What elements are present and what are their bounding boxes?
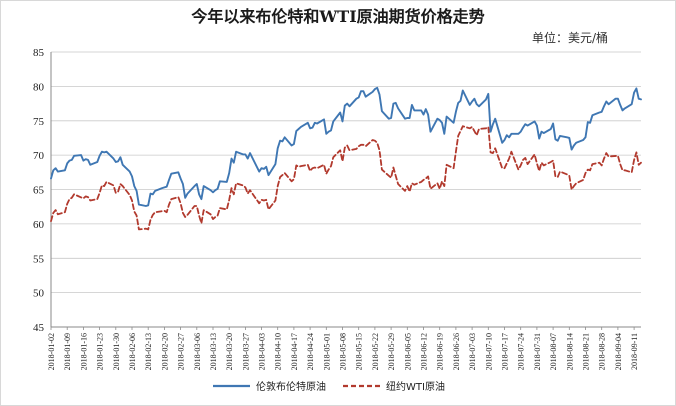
x-tick-label: 2018-08-28 xyxy=(598,333,607,370)
x-tick-label: 2018-05-29 xyxy=(387,333,396,370)
x-tick-label: 2018-07-17 xyxy=(501,333,510,370)
series-line-wti xyxy=(50,125,642,231)
x-tick-label: 2018-04-03 xyxy=(258,333,267,370)
x-tick-label: 2018-07-31 xyxy=(533,333,542,370)
y-tick-label: 80 xyxy=(33,81,45,93)
x-axis: 2018-01-02 2018-01-09 2018-01-16 2018-01-23… xyxy=(47,326,641,370)
x-tick-label: 2018-05-15 xyxy=(355,333,364,370)
y-tick-label: 70 xyxy=(33,150,45,162)
x-tick-label: 2018-08-07 xyxy=(549,333,558,370)
x-tick-label: 2018-04-10 xyxy=(274,333,283,370)
x-tick-label: 2018-02-27 xyxy=(177,333,186,370)
y-tick-label: 50 xyxy=(33,288,45,300)
x-tick-label: 2018-03-20 xyxy=(225,333,234,370)
x-tick-label: 2018-06-05 xyxy=(403,333,412,370)
y-tick-label: 60 xyxy=(33,219,45,231)
x-tick-label: 2018-04-17 xyxy=(290,333,299,370)
x-tick-label: 2018-02-20 xyxy=(160,333,169,370)
x-tick-label: 2018-08-14 xyxy=(565,333,574,370)
x-tick-label: 2018-09-04 xyxy=(614,333,623,370)
x-tick-label: 2018-08-21 xyxy=(582,333,591,370)
x-tick-label: 2018-04-24 xyxy=(306,333,315,370)
x-tick-label: 2018-05-01 xyxy=(322,333,331,370)
x-tick-label: 2018-03-13 xyxy=(209,333,218,370)
x-tick-label: 2018-03-27 xyxy=(241,333,250,370)
x-tick-label: 2018-02-13 xyxy=(144,333,153,370)
x-tick-label: 2018-07-03 xyxy=(468,333,477,370)
x-tick-label: 2018-01-09 xyxy=(63,333,72,370)
x-tick-label: 2018-01-30 xyxy=(112,333,121,370)
x-tick-label: 2018-05-22 xyxy=(371,333,380,370)
y-tick-label: 85 xyxy=(33,47,45,59)
x-tick-label: 2018-07-24 xyxy=(517,333,526,370)
x-tick-label: 2018-07-10 xyxy=(484,333,493,370)
legend-label-brent: 伦敦布伦特原油 xyxy=(256,380,326,393)
x-tick-label: 2018-01-23 xyxy=(96,333,105,370)
series-line-brent xyxy=(50,86,642,207)
x-tick-label: 2018-01-16 xyxy=(79,333,88,370)
y-tick-label: 45 xyxy=(33,322,45,334)
x-tick-label: 2018-06-26 xyxy=(452,333,461,370)
y-tick-label: 75 xyxy=(33,116,45,128)
x-tick-label: 2018-09-11 xyxy=(630,333,639,370)
x-tick-label: 2018-02-06 xyxy=(128,333,137,370)
y-tick-label: 55 xyxy=(33,253,45,265)
series-lines xyxy=(50,86,642,231)
legend: 伦敦布伦特原油 纽约WTI原油 xyxy=(213,380,445,393)
y-tick-label: 65 xyxy=(33,185,45,197)
y-axis: 45 50 55 60 65 70 75 80 85 xyxy=(33,47,52,334)
x-tick-label: 2018-06-12 xyxy=(420,333,429,370)
x-tick-label: 2018-06-19 xyxy=(436,333,445,370)
x-tick-label: 2018-01-02 xyxy=(47,333,56,370)
legend-label-wti: 纽约WTI原油 xyxy=(386,380,445,393)
unit-label: 单位：美元/桶 xyxy=(532,30,608,45)
chart-title: 今年以来布伦特和WTI原油期货价格走势 xyxy=(190,7,484,26)
x-tick-label: 2018-03-06 xyxy=(193,333,202,370)
x-tick-label: 2018-05-08 xyxy=(339,333,348,370)
